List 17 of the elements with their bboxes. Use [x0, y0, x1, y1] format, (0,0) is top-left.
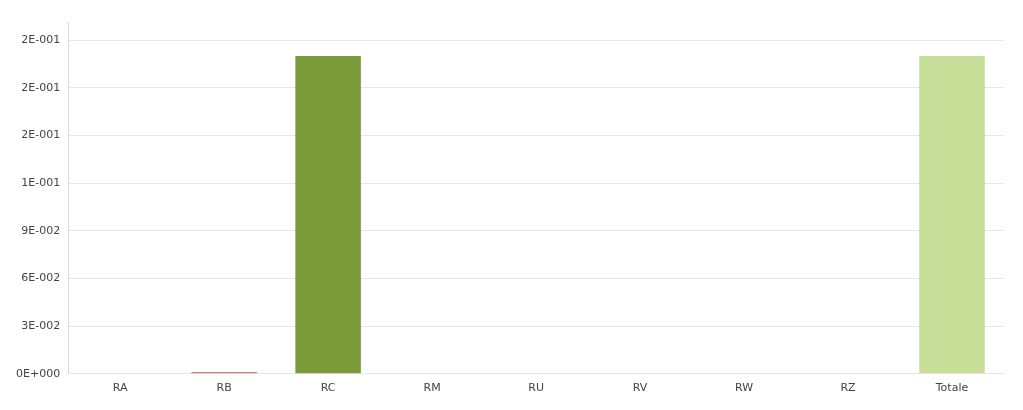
y-tick-label: 2E-001	[21, 128, 61, 142]
x-tick-label: Totale	[934, 381, 969, 395]
y-tick-label: 3E-002	[21, 318, 61, 332]
x-tick-label: RW	[735, 381, 754, 395]
x-tick-label: RC	[320, 381, 336, 395]
y-tick-label: 9E-002	[21, 223, 61, 237]
x-tick-label: RA	[112, 381, 128, 395]
x-tick-label: RU	[528, 381, 544, 395]
y-tick-label: 2E-001	[21, 32, 61, 46]
x-tick-label: RB	[216, 381, 232, 395]
x-tick-label: RV	[632, 381, 648, 395]
y-tick-label: 2E-001	[21, 80, 61, 94]
x-tick-label: RZ	[840, 381, 857, 395]
y-tick-label: 0E+000	[15, 366, 61, 380]
x-tick-label: RM	[423, 381, 441, 395]
y-tick-label: 1E-001	[21, 175, 61, 189]
y-tick-label: 6E-002	[21, 271, 61, 285]
